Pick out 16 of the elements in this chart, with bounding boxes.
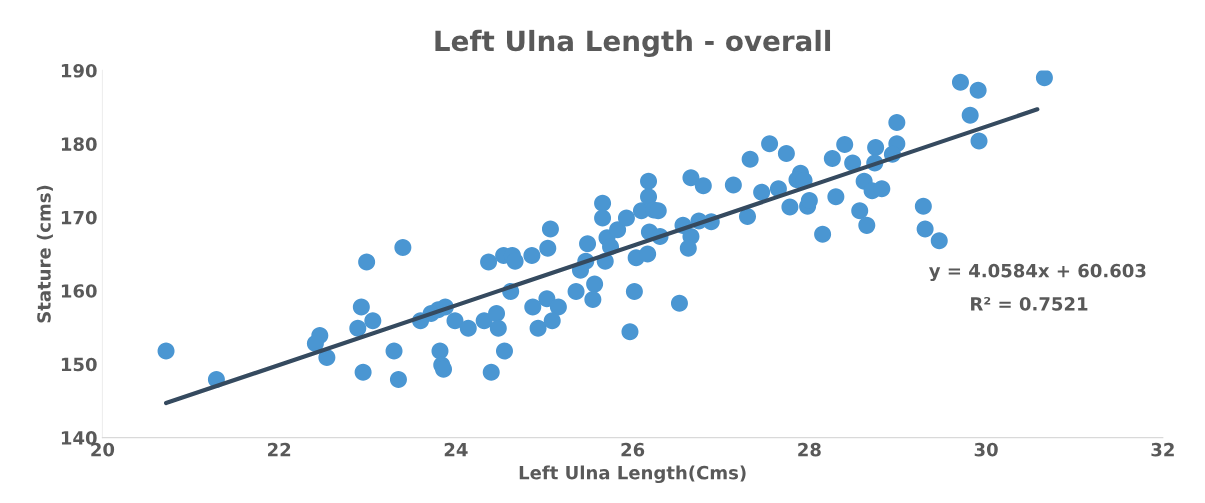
x-tick-label: 30 bbox=[974, 442, 998, 457]
x-tick-label: 26 bbox=[621, 442, 645, 457]
annotation: R² = 0.7521 bbox=[971, 297, 1088, 311]
chart-title: Left Ulna Length - overall bbox=[435, 29, 831, 57]
x-tick-label: 32 bbox=[1151, 442, 1174, 457]
y-tick-label: 160 bbox=[61, 284, 97, 298]
annotation: y = 4.0584x + 60.603 bbox=[928, 263, 1146, 282]
x-tick-label: 22 bbox=[268, 442, 291, 457]
y-tick-label: 150 bbox=[61, 357, 97, 372]
x-tick-label: 28 bbox=[798, 442, 821, 457]
y-tick-label: 180 bbox=[61, 137, 97, 151]
x-tick-label: 24 bbox=[444, 442, 468, 457]
x-axis-title: Left Ulna Length(Cms) bbox=[519, 465, 746, 484]
y-tick-label: 170 bbox=[61, 210, 97, 225]
y-tick-label: 190 bbox=[61, 63, 97, 78]
y-axis-title: Stature (cms) bbox=[36, 185, 53, 323]
